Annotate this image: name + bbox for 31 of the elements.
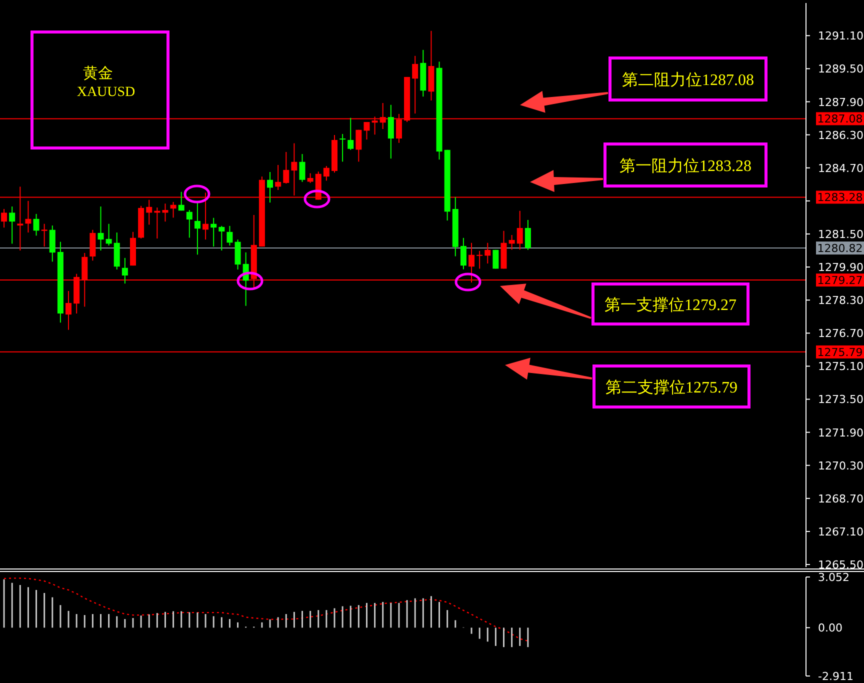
y-tick-label: 1270.30 [818,459,864,472]
y-tick-label: 1271.90 [818,426,864,440]
y-tick-label: 1275.10 [818,360,864,374]
ref-line-label: 1279.27 [817,274,863,288]
y-tick-label: 1281.50 [818,228,864,241]
y-tick-label: 1291.10 [818,30,864,43]
y-tick-label: -2.911 [818,670,854,683]
y-tick-label: 1273.50 [818,393,864,406]
annotation: 第一阻力位1283.28 [620,157,752,175]
y-tick-label: 0.00 [818,622,842,635]
y-tick-label: 1289.50 [818,62,864,76]
text: XAUUSD [76,85,136,100]
ref-line-label: 1287.08 [817,112,863,126]
ref-line-label: 1280.82 [817,242,863,256]
y-tick-label: 1284.70 [818,162,864,175]
y-tick-label: 3.052 [818,571,850,584]
y-tick-label: 1265.50 [818,558,864,572]
ref-line-label: 1283.28 [817,191,863,204]
line-series [3,578,529,642]
y-tick-label: 1287.90 [818,96,864,109]
y-tick-label: 1286.30 [818,128,864,142]
y-tick-label: 1268.70 [818,492,864,506]
text: 黄金 [83,65,113,82]
y-tick-label: 1267.10 [818,525,864,538]
annotation: 第二阻力位1287.08 [622,71,754,89]
ref-line-label: 1275.79 [817,346,863,359]
y-tick-label: 1276.70 [818,327,864,340]
y-tick-label: 1278.30 [818,294,864,308]
annotation: 第二支撑位1275.79 [606,378,738,396]
y-tick-label: 1279.90 [818,261,864,274]
annotation: 第一支撑位1279.27 [604,296,736,314]
